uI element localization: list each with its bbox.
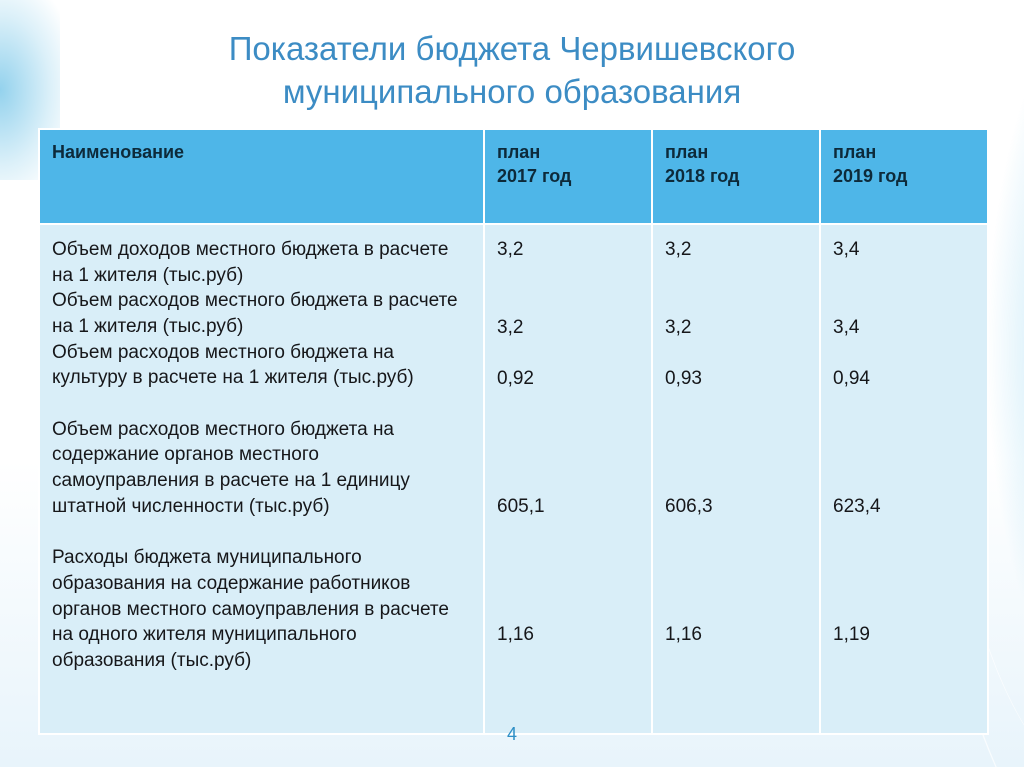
val-2017-2: 3,2 bbox=[497, 315, 639, 341]
spacer bbox=[665, 520, 807, 622]
val-2019-1: 3,4 bbox=[833, 237, 975, 263]
val-2018-3: 0,93 bbox=[665, 366, 807, 392]
values-2019: 3,4 3,4 0,94 623,4 1,19 bbox=[820, 224, 988, 734]
spacer bbox=[833, 263, 975, 315]
header-2017-line1: план bbox=[497, 142, 540, 162]
spacer bbox=[665, 340, 807, 366]
val-2019-4: 623,4 bbox=[833, 494, 975, 520]
header-2019: план 2019 год bbox=[820, 129, 988, 224]
header-2019-line2: 2019 год bbox=[833, 166, 908, 186]
val-2018-5: 1,16 bbox=[665, 622, 807, 648]
spacer bbox=[497, 392, 639, 494]
header-2017-line2: 2017 год bbox=[497, 166, 572, 186]
val-2019-2: 3,4 bbox=[833, 315, 975, 341]
indicator-3: Объем расходов местного бюджета на культ… bbox=[52, 340, 471, 391]
spacer bbox=[665, 263, 807, 315]
table-row: Объем доходов местного бюджета в расчете… bbox=[39, 224, 988, 734]
spacer bbox=[497, 520, 639, 622]
val-2018-2: 3,2 bbox=[665, 315, 807, 341]
val-2017-4: 605,1 bbox=[497, 494, 639, 520]
header-name: Наименование bbox=[39, 129, 484, 224]
val-2017-3: 0,92 bbox=[497, 366, 639, 392]
indicator-4: Объем расходов местного бюджета на содер… bbox=[52, 417, 471, 520]
budget-table-wrapper: Наименование план 2017 год план 2018 год… bbox=[38, 128, 988, 735]
indicators-cell: Объем доходов местного бюджета в расчете… bbox=[39, 224, 484, 734]
title-line-2: муниципального образования bbox=[283, 73, 741, 110]
val-2019-5: 1,19 bbox=[833, 622, 975, 648]
val-2019-3: 0,94 bbox=[833, 366, 975, 392]
indicator-5: Расходы бюджета муниципального образован… bbox=[52, 545, 471, 673]
val-2017-1: 3,2 bbox=[497, 237, 639, 263]
slide-title: Показатели бюджета Червишевского муницип… bbox=[0, 28, 1024, 114]
spacer bbox=[833, 520, 975, 622]
table-header-row: Наименование план 2017 год план 2018 год… bbox=[39, 129, 988, 224]
title-line-1: Показатели бюджета Червишевского bbox=[229, 30, 796, 67]
values-2018: 3,2 3,2 0,93 606,3 1,16 bbox=[652, 224, 820, 734]
indicator-1: Объем доходов местного бюджета в расчете… bbox=[52, 237, 471, 288]
header-2017: план 2017 год bbox=[484, 129, 652, 224]
val-2017-5: 1,16 bbox=[497, 622, 639, 648]
spacer bbox=[665, 392, 807, 494]
spacer bbox=[52, 391, 471, 417]
header-2018: план 2018 год bbox=[652, 129, 820, 224]
spacer bbox=[497, 263, 639, 315]
spacer bbox=[833, 340, 975, 366]
header-2019-line1: план bbox=[833, 142, 876, 162]
header-2018-line2: 2018 год bbox=[665, 166, 740, 186]
indicator-2: Объем расходов местного бюджета в расчет… bbox=[52, 288, 471, 339]
spacer bbox=[52, 519, 471, 545]
spacer bbox=[833, 392, 975, 494]
val-2018-4: 606,3 bbox=[665, 494, 807, 520]
budget-table: Наименование план 2017 год план 2018 год… bbox=[38, 128, 989, 735]
page-number: 4 bbox=[507, 724, 517, 745]
spacer bbox=[497, 340, 639, 366]
val-2018-1: 3,2 bbox=[665, 237, 807, 263]
values-2017: 3,2 3,2 0,92 605,1 1,16 bbox=[484, 224, 652, 734]
header-2018-line1: план bbox=[665, 142, 708, 162]
